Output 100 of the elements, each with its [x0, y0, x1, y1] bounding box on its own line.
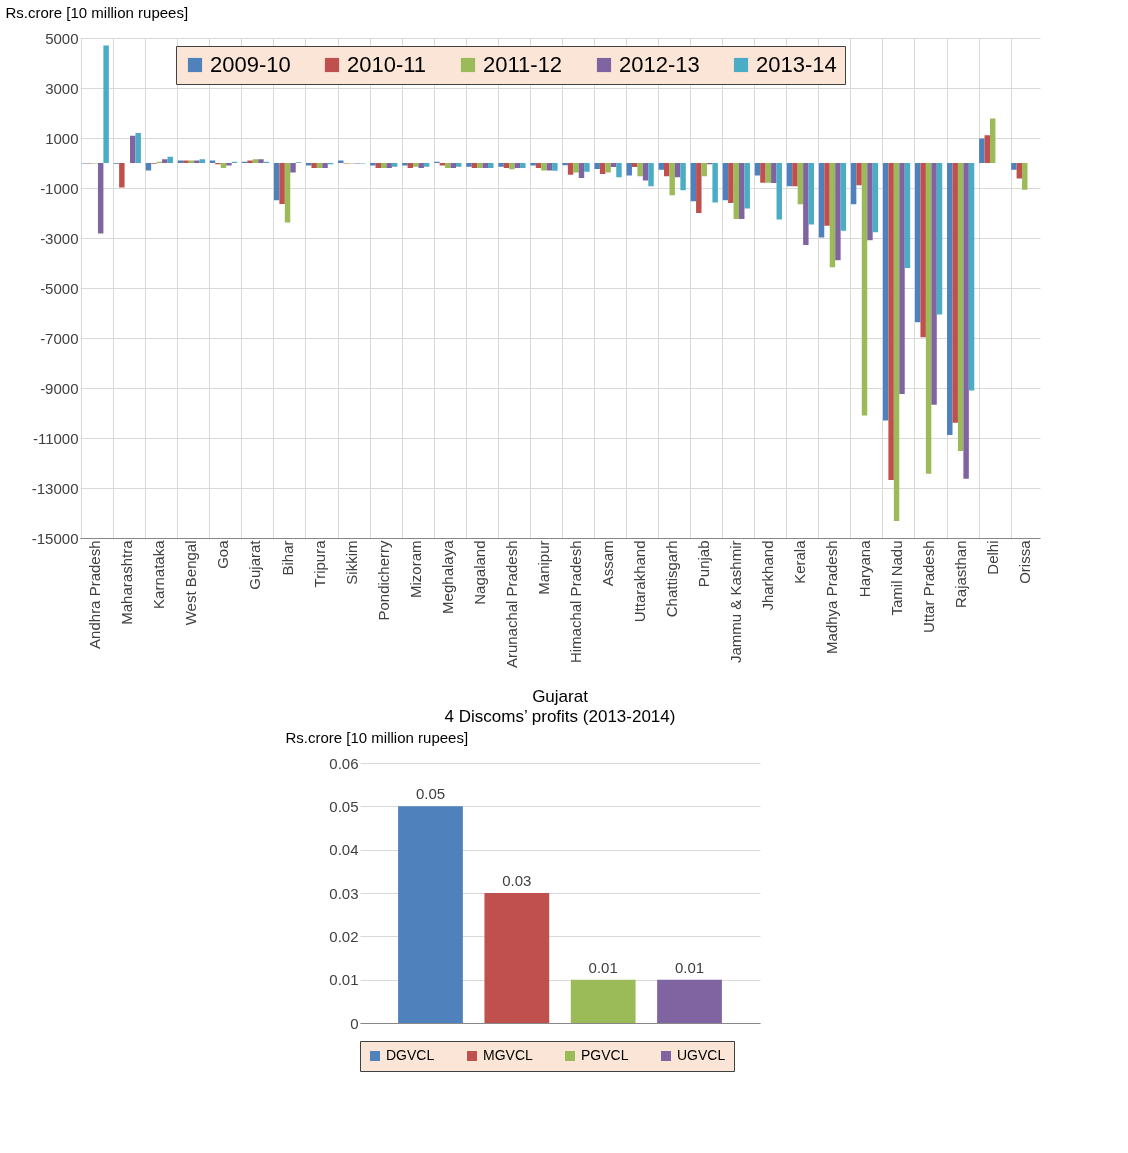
y-tick-label: 0.04 [329, 841, 359, 859]
x-tick-label: Meghalaya [438, 539, 456, 614]
data-label: 0.01 [588, 958, 618, 976]
bar [484, 893, 550, 1023]
data-label: 0.05 [415, 785, 446, 803]
bar [97, 163, 104, 234]
bar [792, 163, 798, 187]
bar [952, 163, 958, 423]
y-tick-label: -13000 [31, 479, 79, 497]
bar [599, 163, 606, 174]
bar [594, 163, 600, 169]
x-tick-label: Orissa [1015, 539, 1033, 584]
bar [990, 118, 996, 163]
bar [914, 163, 921, 323]
bar [835, 163, 841, 261]
x-tick-label: Uttar Pradesh [919, 540, 937, 634]
bar [899, 163, 905, 394]
bar [423, 163, 430, 167]
bar [375, 163, 381, 168]
y-tick-label: 0.02 [329, 927, 359, 945]
y-tick-label: 0 [350, 1014, 359, 1032]
legend-label: 2012-13 [619, 52, 700, 77]
x-tick-label: Kerala [791, 539, 809, 584]
x-tick-label: Himachal Pradesh [567, 540, 585, 664]
legend-label: 2010-11 [347, 52, 427, 77]
bar [252, 159, 259, 163]
y-tick-label: -3000 [40, 229, 79, 247]
bar [477, 163, 483, 168]
x-tick-label: Punjab [695, 540, 713, 588]
bar [803, 163, 809, 245]
bar [535, 163, 542, 168]
y-tick-label: 0.05 [329, 797, 359, 815]
x-tick-label: Nagaland [470, 540, 488, 605]
x-tick-label: Haryana [855, 539, 873, 598]
bar [402, 163, 408, 166]
bar [674, 163, 681, 178]
y-tick-label: -15000 [31, 529, 79, 547]
x-tick-label: West Bengal [182, 540, 200, 626]
bar [279, 163, 285, 204]
bar [642, 163, 649, 181]
bar [498, 163, 504, 167]
data-label: 0.03 [502, 872, 532, 889]
bar [439, 163, 446, 166]
bar [258, 159, 264, 163]
bar [1016, 163, 1023, 179]
bar [520, 163, 526, 168]
x-tick-label: Madhya Pradesh [823, 540, 841, 654]
bar [305, 163, 312, 166]
x-tick-label: Tripura [310, 539, 328, 588]
y-tick-label: -1000 [40, 179, 79, 197]
bar [573, 163, 579, 173]
y-tick-label: -7000 [40, 329, 79, 347]
bar [567, 163, 574, 175]
bar [733, 163, 740, 219]
x-tick-label: Andhra Pradesh [86, 540, 104, 649]
bar [904, 163, 911, 268]
bar [712, 163, 718, 203]
x-tick-label: Mizoram [406, 540, 424, 599]
bar [888, 163, 894, 480]
bar [570, 979, 636, 1023]
bar [514, 163, 521, 168]
bar [984, 135, 990, 163]
bar [541, 163, 547, 171]
bar [370, 163, 376, 166]
bar [861, 163, 868, 416]
bar [920, 163, 926, 338]
bar [130, 135, 136, 163]
y-tick-label: 1000 [45, 129, 79, 147]
bar [162, 159, 168, 163]
bar [605, 163, 611, 173]
legend-label: MGVCL [483, 1047, 533, 1063]
bar [199, 159, 206, 163]
bar [482, 163, 489, 168]
x-tick-label: Jammu & Kashmir [727, 540, 745, 664]
bar [797, 163, 804, 205]
x-tick-label: Tamil Nadu [887, 540, 905, 616]
legend-label: UGVCL [677, 1047, 726, 1063]
bar [957, 163, 964, 451]
bar [322, 163, 328, 168]
x-tick-label: Manipur [534, 540, 552, 595]
bar [471, 163, 478, 168]
y-tick-label: 0.03 [329, 884, 359, 902]
x-tick-label: Arunachal Pradesh [502, 540, 520, 669]
bar [391, 163, 398, 167]
bar [637, 163, 643, 177]
bar [776, 163, 782, 220]
bar [760, 163, 766, 183]
bar [119, 163, 125, 188]
bar [680, 163, 686, 191]
bar [418, 163, 424, 168]
bar [968, 163, 975, 391]
bar [626, 163, 632, 176]
bar [771, 163, 777, 183]
bar [562, 163, 568, 166]
bar [455, 163, 462, 167]
bar [135, 133, 141, 163]
bar [893, 163, 900, 521]
bar [664, 163, 670, 177]
bar [380, 163, 387, 168]
bar [925, 163, 932, 474]
